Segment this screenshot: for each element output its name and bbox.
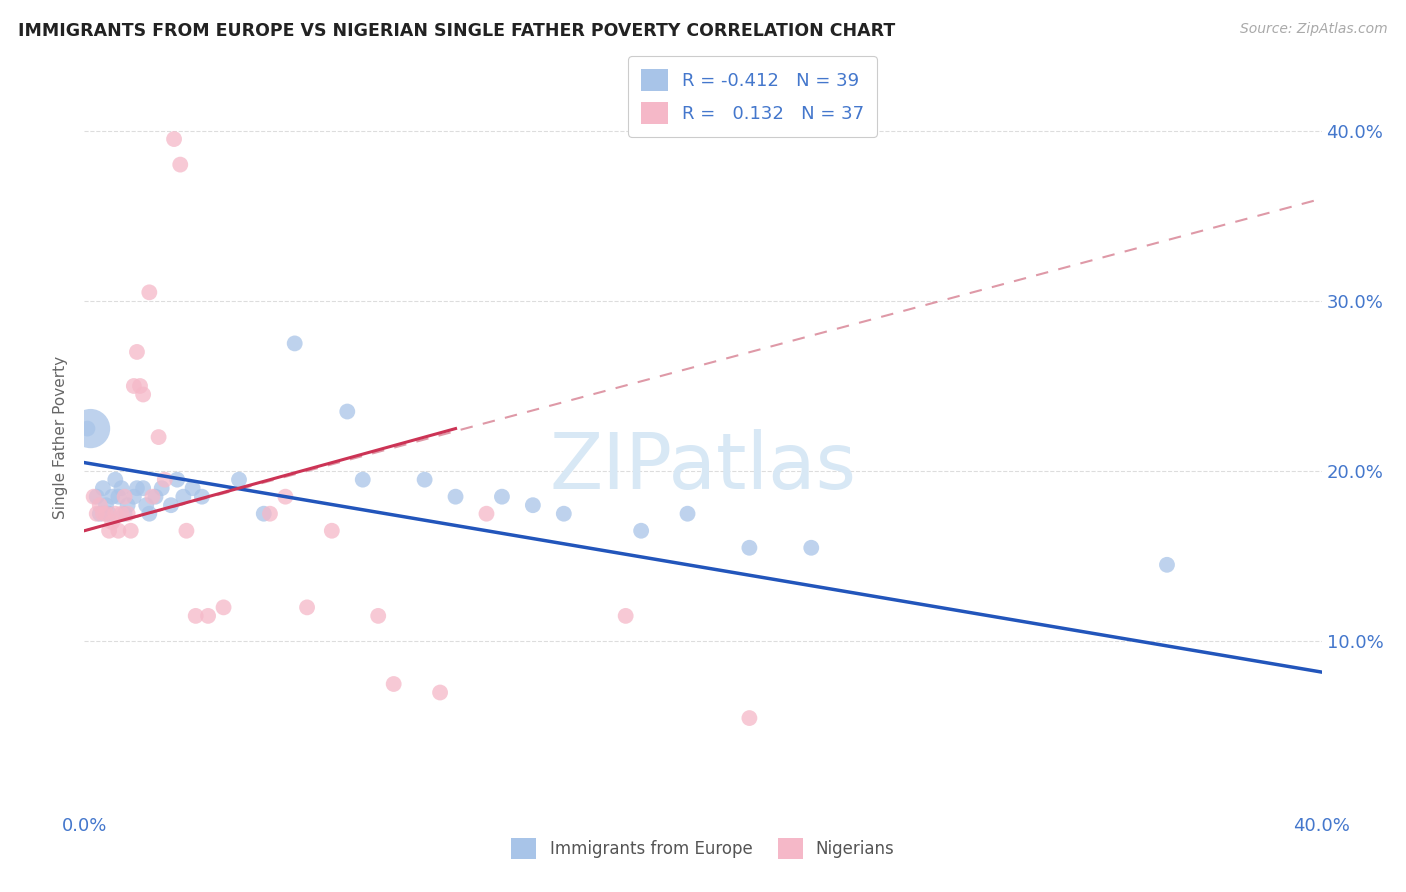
Point (91, 481, 114, 495)
Point (228, 473, 250, 487)
Point (132, 387, 155, 401)
Point (738, 711, 761, 725)
Point (259, 507, 281, 521)
Point (150, 481, 173, 495)
Legend: Immigrants from Europe, Nigerians: Immigrants from Europe, Nigerians (503, 830, 903, 867)
Point (145, 490, 167, 504)
Point (321, 524, 343, 538)
Point (184, 608, 207, 623)
Point (212, 600, 235, 615)
Point (91, 507, 114, 521)
Point (382, 677, 405, 691)
Point (475, 507, 498, 521)
Point (122, 379, 145, 393)
Text: Source: ZipAtlas.com: Source: ZipAtlas.com (1240, 22, 1388, 37)
Point (522, 498, 544, 512)
Point (163, 132, 186, 146)
Point (676, 507, 699, 521)
Text: ZIPatlas: ZIPatlas (550, 429, 856, 505)
Point (284, 336, 307, 351)
Point (367, 608, 389, 623)
Point (98, 507, 121, 521)
Point (86, 490, 108, 504)
Point (94, 507, 117, 521)
Point (138, 507, 160, 521)
Point (135, 498, 157, 512)
Point (89, 498, 111, 512)
Point (94, 498, 117, 512)
Point (413, 473, 436, 487)
Point (191, 490, 214, 504)
Point (295, 600, 318, 615)
Point (107, 490, 129, 504)
Point (120, 524, 142, 538)
Point (117, 498, 139, 512)
Point (125, 481, 148, 495)
Point (76, 421, 98, 435)
Point (122, 490, 145, 504)
Point (336, 404, 359, 418)
Point (86, 507, 108, 521)
Point (181, 481, 204, 495)
Point (110, 481, 132, 495)
Point (132, 481, 155, 495)
Point (429, 685, 451, 699)
Point (79, 421, 101, 435)
Point (138, 285, 160, 300)
Point (274, 490, 297, 504)
Point (352, 473, 374, 487)
Point (1156, 558, 1178, 572)
Point (160, 498, 183, 512)
Point (444, 490, 467, 504)
Point (104, 507, 127, 521)
Point (491, 490, 513, 504)
Point (253, 507, 276, 521)
Point (176, 524, 198, 538)
Point (800, 541, 823, 555)
Point (117, 507, 139, 521)
Point (114, 490, 136, 504)
Point (153, 473, 176, 487)
Point (614, 608, 637, 623)
Point (107, 524, 129, 538)
Point (166, 473, 188, 487)
Point (148, 430, 170, 444)
Point (197, 608, 219, 623)
Point (98, 524, 121, 538)
Point (89, 507, 111, 521)
Point (169, 158, 191, 172)
Point (738, 541, 761, 555)
Point (125, 345, 148, 359)
Point (630, 524, 652, 538)
Point (114, 507, 136, 521)
Point (101, 515, 124, 529)
Point (110, 507, 132, 521)
Text: IMMIGRANTS FROM EUROPE VS NIGERIAN SINGLE FATHER POVERTY CORRELATION CHART: IMMIGRANTS FROM EUROPE VS NIGERIAN SINGL… (18, 22, 896, 40)
Point (104, 473, 127, 487)
Y-axis label: Single Father Poverty: Single Father Poverty (53, 356, 69, 518)
Point (141, 490, 163, 504)
Point (553, 507, 575, 521)
Point (101, 490, 124, 504)
Point (172, 490, 194, 504)
Point (83, 490, 105, 504)
Point (129, 379, 152, 393)
